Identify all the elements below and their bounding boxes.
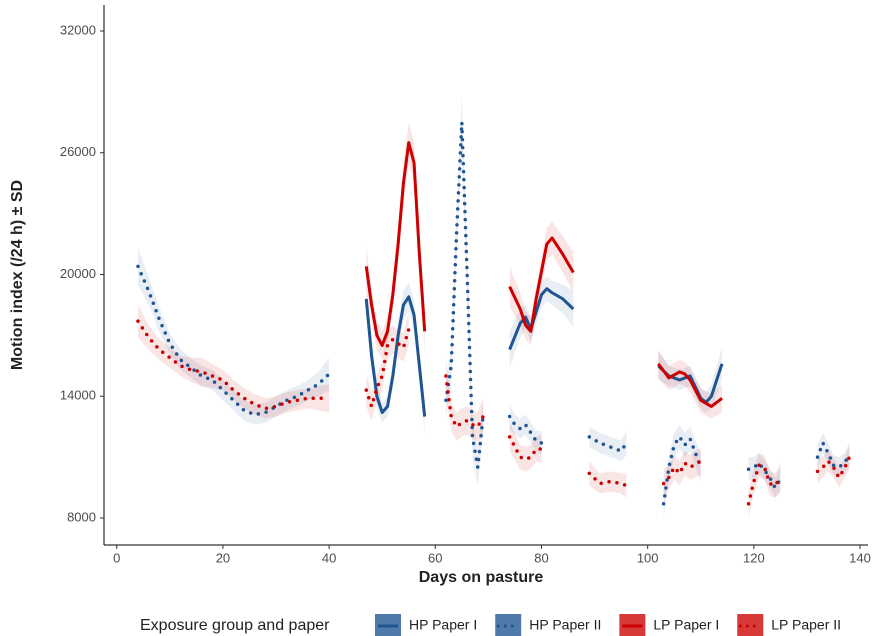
x-tick-label: 20 bbox=[216, 550, 230, 565]
x-tick-label: 40 bbox=[322, 550, 336, 565]
y-tick-label: 8000 bbox=[67, 509, 96, 524]
series-line bbox=[364, 287, 724, 417]
legend-key bbox=[737, 614, 764, 636]
legend-label: LP Paper II bbox=[771, 617, 841, 633]
y-axis-title: Motion index (/24 h) ± SD bbox=[9, 180, 26, 370]
sd-ribbon bbox=[366, 122, 722, 419]
legend-label: HP Paper I bbox=[409, 617, 477, 633]
legend-key bbox=[495, 614, 522, 636]
x-tick-label: 0 bbox=[113, 550, 120, 565]
x-tick-label: 120 bbox=[743, 550, 765, 565]
series-line bbox=[136, 120, 852, 506]
y-tick-label: 20000 bbox=[60, 266, 96, 281]
sd-ribbon bbox=[137, 304, 850, 519]
y-tick-label: 32000 bbox=[60, 22, 96, 37]
x-tick-label: 60 bbox=[428, 550, 442, 565]
x-tick-label: 140 bbox=[849, 550, 871, 565]
series-line bbox=[136, 319, 852, 506]
y-tick-label: 26000 bbox=[60, 144, 96, 159]
x-tick-label: 80 bbox=[534, 550, 548, 565]
series-line bbox=[364, 141, 723, 408]
legend-label: LP Paper I bbox=[653, 617, 719, 633]
y-tick-label: 14000 bbox=[60, 388, 96, 403]
x-tick-label: 100 bbox=[637, 550, 659, 565]
x-axis-title: Days on pasture bbox=[419, 569, 544, 586]
sd-ribbon bbox=[137, 95, 850, 519]
legend-title: Exposure group and paper bbox=[140, 617, 330, 634]
legend-label: HP Paper II bbox=[529, 617, 601, 633]
